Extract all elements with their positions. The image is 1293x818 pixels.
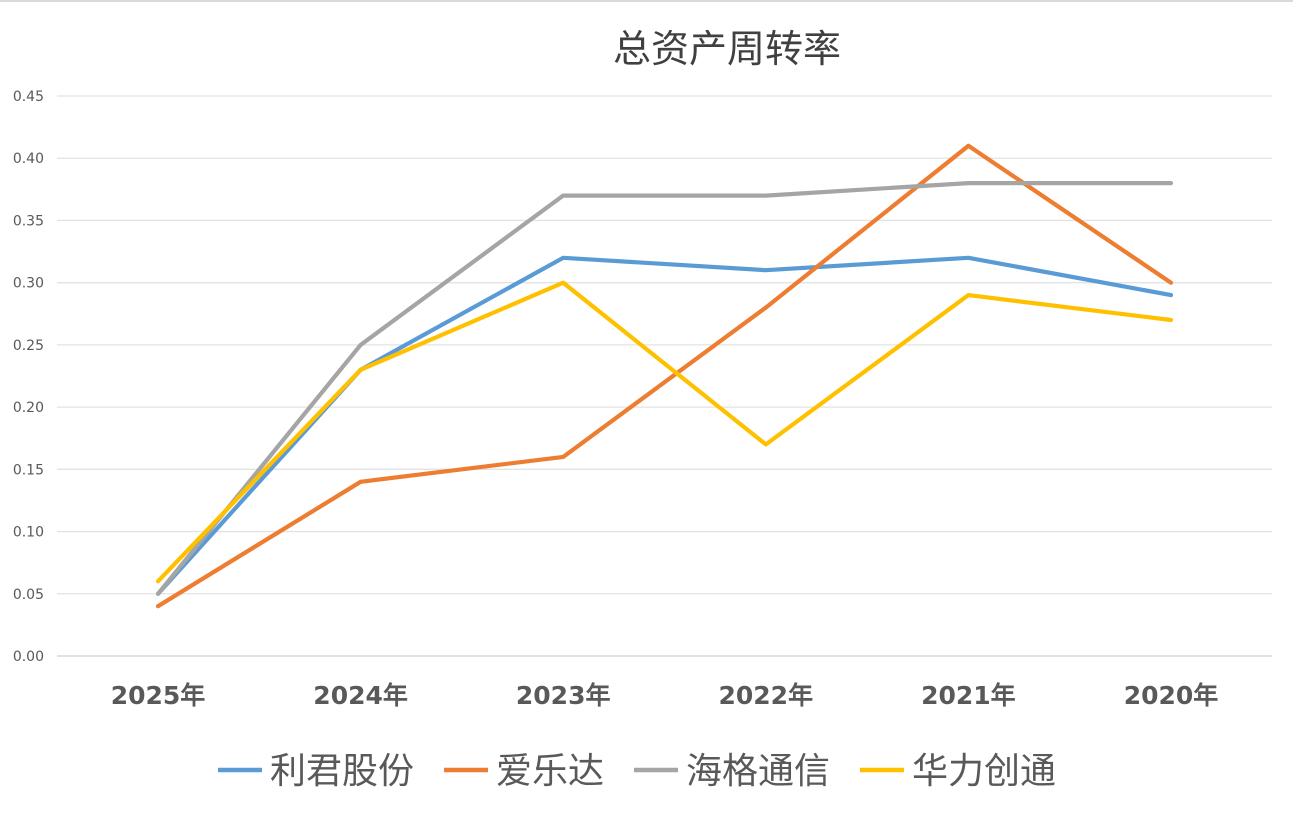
- y-tick-label: 0.40: [13, 151, 44, 167]
- grid-lines: [57, 95, 1272, 657]
- series-line-1: [155, 255, 1174, 596]
- y-axis-ticks: 0.00 0.05 0.10 0.15 0.20 0.25 0.30 0.35 0.40 0.45: [13, 89, 44, 665]
- y-tick-label: 0.30: [13, 276, 44, 292]
- chart-title: 总资产周转率: [613, 27, 841, 71]
- series-line-2: [155, 143, 1174, 609]
- series-line-4: [155, 280, 1174, 584]
- legend-label: 利君股份: [270, 751, 414, 792]
- x-tick-label: 2024年: [313, 681, 408, 710]
- y-tick-label: 0.25: [13, 338, 44, 354]
- legend-label: 华力创通: [912, 751, 1056, 792]
- y-tick-label: 0.05: [13, 587, 44, 603]
- legend: 利君股份 爱乐达 海格通信 华力创通: [218, 751, 1056, 792]
- series-line-3: [155, 181, 1174, 596]
- legend-label: 海格通信: [686, 751, 830, 792]
- y-tick-label: 0.15: [13, 462, 44, 478]
- x-axis-ticks: 2025年 2024年 2023年 2022年 2021年 2020年: [111, 681, 1219, 710]
- x-tick-label: 2022年: [719, 681, 814, 710]
- x-tick-label: 2020年: [1124, 681, 1219, 710]
- y-tick-label: 0.00: [13, 649, 44, 665]
- y-tick-label: 0.45: [13, 89, 44, 105]
- legend-label: 爱乐达: [496, 751, 604, 792]
- x-tick-label: 2021年: [921, 681, 1016, 710]
- series-lines: [155, 143, 1174, 609]
- y-tick-label: 0.20: [13, 400, 44, 416]
- x-tick-label: 2025年: [111, 681, 206, 710]
- y-tick-label: 0.10: [13, 525, 44, 541]
- x-tick-label: 2023年: [516, 681, 611, 710]
- chart-top-border: [0, 0, 1293, 2]
- y-tick-label: 0.35: [13, 213, 44, 229]
